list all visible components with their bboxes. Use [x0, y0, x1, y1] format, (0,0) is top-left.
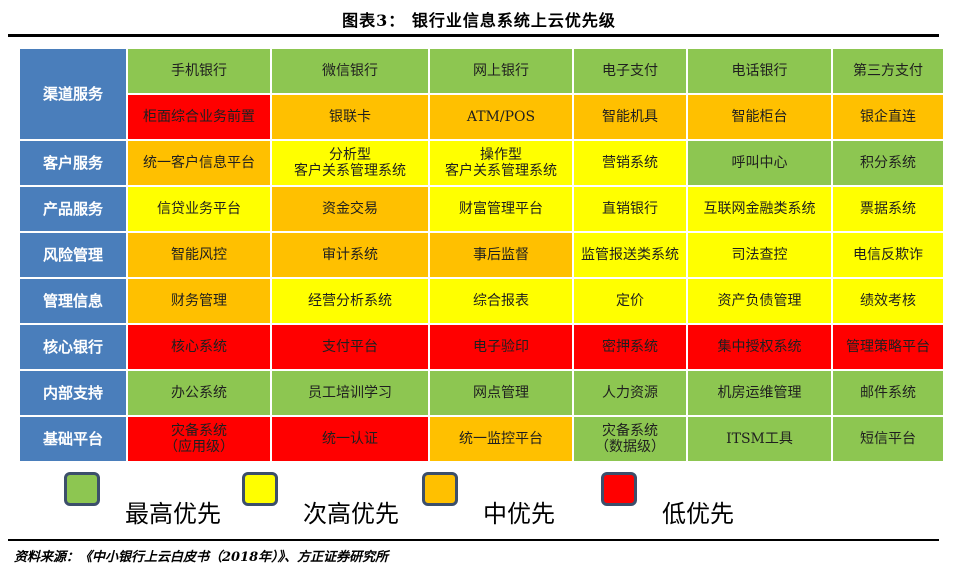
system-cell: 分析型 客户关系管理系统	[272, 141, 428, 185]
system-cell: 互联网金融类系统	[688, 187, 831, 231]
system-cell: 柜面综合业务前置	[128, 95, 270, 139]
system-cell: ATM/POS	[430, 95, 572, 139]
system-cell: 财务管理	[128, 279, 270, 323]
category-header: 渠道服务	[20, 49, 126, 139]
system-cell: 邮件系统	[833, 371, 943, 415]
system-cell: 直销银行	[574, 187, 686, 231]
system-cell: 银联卡	[272, 95, 428, 139]
category-header: 管理信息	[20, 279, 126, 323]
system-cell: 办公系统	[128, 371, 270, 415]
system-cell: 统一监控平台	[430, 417, 572, 461]
system-cell: 积分系统	[833, 141, 943, 185]
system-cell: 电话银行	[688, 49, 831, 93]
system-cell: 核心系统	[128, 325, 270, 369]
system-cell: 经营分析系统	[272, 279, 428, 323]
category-header: 核心银行	[20, 325, 126, 369]
system-cell: 定价	[574, 279, 686, 323]
system-cell: 统一认证	[272, 417, 428, 461]
category-header: 产品服务	[20, 187, 126, 231]
system-cell: 微信银行	[272, 49, 428, 93]
system-cell: 操作型 客户关系管理系统	[430, 141, 572, 185]
system-cell: 智能柜台	[688, 95, 831, 139]
system-cell: 事后监督	[430, 233, 572, 277]
system-cell: 监管报送类系统	[574, 233, 686, 277]
system-cell: 审计系统	[272, 233, 428, 277]
system-cell: 智能风控	[128, 233, 270, 277]
system-cell: 第三方支付	[833, 49, 943, 93]
system-cell: 智能机具	[574, 95, 686, 139]
legend-label: 最高优先	[125, 500, 221, 528]
system-cell: 人力资源	[574, 371, 686, 415]
category-header: 风险管理	[20, 233, 126, 277]
system-cell: 财富管理平台	[430, 187, 572, 231]
system-cell: 绩效考核	[833, 279, 943, 323]
legend-swatch	[601, 472, 637, 506]
system-cell: 灾备系统 （应用级）	[128, 417, 270, 461]
system-cell: 资产负债管理	[688, 279, 831, 323]
legend-label: 次高优先	[303, 500, 399, 528]
system-cell: 呼叫中心	[688, 141, 831, 185]
system-cell: 营销系统	[574, 141, 686, 185]
priority-table: 渠道服务 手机银行 微信银行 网上银行 电子支付 电话银行 第三方支付柜面综合业务前置 银联卡…	[20, 49, 943, 461]
system-cell: 密押系统	[574, 325, 686, 369]
system-cell: 集中授权系统	[688, 325, 831, 369]
system-cell: 支付平台	[272, 325, 428, 369]
category-header: 客户服务	[20, 141, 126, 185]
system-cell: ITSM工具	[688, 417, 831, 461]
system-cell: 司法查控	[688, 233, 831, 277]
system-cell: 银企直连	[833, 95, 943, 139]
category-header: 基础平台	[20, 417, 126, 461]
system-cell: 综合报表	[430, 279, 572, 323]
system-cell: 信贷业务平台	[128, 187, 270, 231]
source-note: 资料来源：《中小银行上云白皮书（2018年）》、方正证券研究所	[14, 550, 389, 565]
system-cell: 电子验印	[430, 325, 572, 369]
system-cell: 票据系统	[833, 187, 943, 231]
system-cell: 机房运维管理	[688, 371, 831, 415]
system-cell: 管理策略平台	[833, 325, 943, 369]
legend-label: 低优先	[662, 500, 734, 528]
system-cell: 电信反欺诈	[833, 233, 943, 277]
system-cell: 网点管理	[430, 371, 572, 415]
figure-title: 图表3： 银行业信息系统上云优先级	[342, 11, 616, 30]
system-cell: 手机银行	[128, 49, 270, 93]
legend-swatch	[422, 472, 458, 506]
bottom-rule	[8, 539, 939, 541]
system-cell: 统一客户信息平台	[128, 141, 270, 185]
system-cell: 电子支付	[574, 49, 686, 93]
legend: 最高优先 次高优先 中优先 低优先	[0, 472, 958, 532]
top-rule	[8, 34, 939, 37]
legend-swatch	[64, 472, 100, 506]
system-cell: 员工培训学习	[272, 371, 428, 415]
legend-swatch	[242, 472, 278, 506]
legend-label: 中优先	[483, 500, 555, 528]
system-cell: 短信平台	[833, 417, 943, 461]
system-cell: 网上银行	[430, 49, 572, 93]
system-cell: 资金交易	[272, 187, 428, 231]
category-header: 内部支持	[20, 371, 126, 415]
system-cell: 灾备系统 （数据级）	[574, 417, 686, 461]
